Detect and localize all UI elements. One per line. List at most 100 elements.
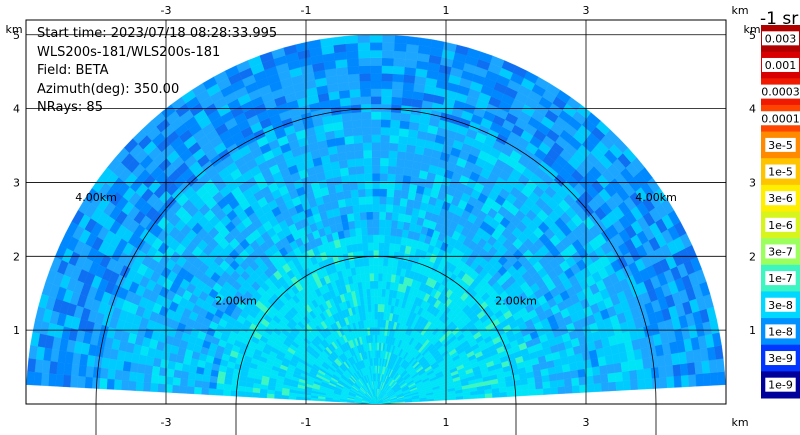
- field-cell: [150, 382, 159, 393]
- field-cell: [621, 370, 631, 382]
- field-cell: [403, 167, 413, 177]
- field-cell: [406, 136, 418, 146]
- field-cell: [709, 372, 719, 386]
- field-cell: [377, 303, 382, 312]
- field-cell: [369, 50, 383, 59]
- field-cell: [359, 73, 371, 82]
- colorbar-label: 3e-5: [768, 139, 793, 152]
- field-cell: [334, 59, 348, 69]
- field-cell: [557, 386, 566, 395]
- field-cell: [350, 189, 359, 199]
- colorbar-label: 3e-6: [768, 192, 793, 205]
- field-cell: [715, 358, 725, 373]
- field-cell: [346, 58, 359, 68]
- field-cell: [586, 383, 595, 393]
- field-cell: [381, 50, 395, 59]
- field-cell: [374, 334, 378, 343]
- field-cell: [122, 361, 132, 372]
- field-cell: [166, 368, 175, 378]
- field-cell: [345, 42, 359, 52]
- field-cell: [129, 362, 139, 373]
- field-cell: [695, 373, 704, 387]
- colorbar-label: 3e-9: [768, 352, 793, 365]
- colorbar-label: 1e-8: [768, 325, 793, 338]
- field-cell: [259, 388, 268, 394]
- field-cell: [362, 242, 369, 251]
- x-tick-label-top: 1: [443, 4, 450, 17]
- field-cell: [379, 203, 387, 213]
- field-cell: [344, 135, 355, 145]
- field-cell: [688, 374, 697, 387]
- field-cell: [373, 273, 379, 282]
- field-cell: [351, 196, 360, 206]
- field-cell: [382, 257, 389, 267]
- field-cell: [303, 397, 311, 401]
- field-cell: [334, 51, 347, 61]
- field-cell: [381, 288, 386, 297]
- range-ring-label: 4.00km: [75, 191, 117, 204]
- field-cell: [355, 158, 365, 167]
- field-cell: [613, 362, 623, 373]
- field-cell: [372, 188, 380, 197]
- field-cell: [363, 165, 373, 174]
- field-cell: [358, 57, 371, 67]
- field-cell: [179, 378, 189, 387]
- field-cell: [187, 372, 197, 381]
- field-cell: [620, 361, 630, 372]
- field-cell: [34, 359, 44, 374]
- field-cell: [374, 319, 378, 328]
- field-cell: [216, 382, 225, 390]
- field-cell: [563, 370, 572, 380]
- field-cell: [77, 376, 86, 389]
- field-cell: [114, 369, 123, 381]
- field-cell: [353, 135, 363, 144]
- field-cell: [360, 219, 368, 228]
- field-cell: [359, 80, 371, 90]
- field-cell: [288, 395, 297, 400]
- field-cell: [387, 173, 396, 182]
- field-cell: [402, 82, 415, 92]
- colorbar-label: 1e-9: [768, 379, 793, 392]
- field-cell: [403, 74, 416, 84]
- field-cell: [394, 235, 402, 245]
- field-cell: [578, 376, 587, 386]
- field-cell: [357, 42, 371, 51]
- field-cell: [550, 386, 559, 395]
- field-cell: [372, 234, 380, 243]
- field-cell: [371, 119, 381, 128]
- field-cell: [535, 382, 544, 390]
- field-cell: [377, 288, 383, 297]
- field-cell: [405, 43, 419, 54]
- field-cell: [208, 382, 217, 390]
- field-cell: [135, 381, 144, 392]
- field-cell: [374, 311, 378, 320]
- field-cell: [361, 111, 372, 120]
- field-cell: [369, 57, 383, 66]
- field-cell: [341, 182, 351, 192]
- field-cell: [174, 362, 184, 372]
- field-cell: [106, 378, 115, 390]
- field-cell: [702, 372, 712, 387]
- field-cell: [391, 96, 403, 106]
- field-cell: [381, 42, 395, 51]
- beta-field: [26, 34, 726, 404]
- field-cell: [366, 219, 374, 228]
- field-cell: [563, 378, 573, 387]
- field-cell: [407, 191, 417, 201]
- field-cell: [245, 386, 254, 393]
- field-cell: [386, 196, 394, 205]
- field-cell: [338, 89, 351, 99]
- field-cell: [172, 377, 181, 386]
- field-cell: [714, 345, 724, 360]
- field-cell: [393, 189, 402, 199]
- field-cell: [370, 88, 382, 97]
- field-cell: [389, 235, 397, 244]
- field-cell: [295, 396, 304, 401]
- field-cell: [356, 173, 365, 182]
- field-cell: [360, 96, 372, 105]
- field-cell: [376, 357, 379, 366]
- field-cell: [157, 375, 167, 385]
- field-cell: [570, 369, 579, 379]
- field-cell: [28, 345, 38, 360]
- colorbar: 0.003 0.001 0.0003 0.0001 3e-5 1e-5 3e-6 1e-6 3e…: [758, 25, 800, 399]
